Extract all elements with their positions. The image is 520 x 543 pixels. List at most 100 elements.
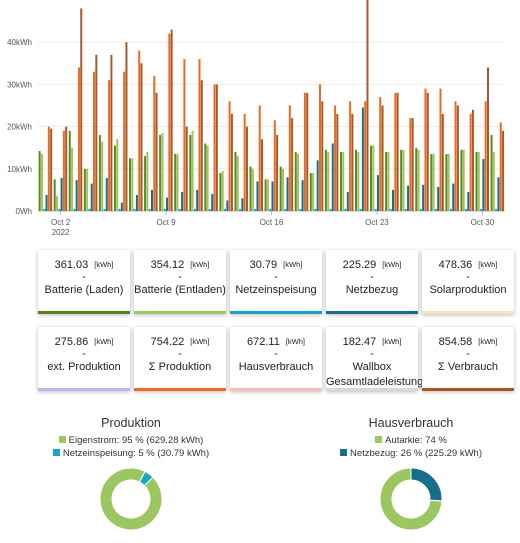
bar[interactable] (254, 208, 257, 211)
bar[interactable] (467, 192, 470, 211)
bar[interactable] (460, 149, 463, 211)
bar[interactable] (370, 145, 373, 211)
bar[interactable] (135, 194, 138, 211)
bar[interactable] (176, 154, 179, 211)
bar[interactable] (65, 126, 68, 211)
bar[interactable] (215, 84, 218, 211)
bar[interactable] (321, 101, 324, 211)
bar[interactable] (86, 168, 89, 211)
bar[interactable] (499, 122, 502, 211)
bar[interactable] (316, 160, 319, 211)
bar[interactable] (183, 59, 186, 211)
bar[interactable] (178, 208, 181, 211)
bar[interactable] (273, 120, 276, 211)
bar[interactable] (374, 208, 377, 211)
bar[interactable] (170, 29, 173, 211)
bar[interactable] (454, 101, 457, 211)
bar[interactable] (324, 149, 327, 211)
legend-item[interactable]: Netzbezug: 26 % (225.29 kWh) (291, 447, 520, 460)
legend-item[interactable]: Autarkie: 74 % (291, 434, 520, 447)
bar[interactable] (385, 151, 388, 211)
bar[interactable] (73, 208, 76, 211)
bar[interactable] (404, 208, 407, 211)
bar[interactable] (271, 181, 274, 211)
bar[interactable] (258, 105, 261, 212)
bar[interactable] (234, 151, 237, 211)
bar[interactable] (138, 50, 141, 211)
bar[interactable] (372, 145, 375, 211)
bar[interactable] (452, 183, 455, 211)
bar[interactable] (387, 151, 390, 211)
bar[interactable] (419, 208, 422, 211)
pie-slice[interactable] (379, 467, 443, 531)
bar[interactable] (331, 143, 334, 211)
bar[interactable] (314, 208, 317, 211)
bar[interactable] (140, 63, 143, 211)
bar[interactable] (198, 59, 201, 211)
bar[interactable] (288, 105, 291, 212)
bar[interactable] (146, 151, 149, 211)
bar[interactable] (336, 113, 339, 211)
bar[interactable] (264, 179, 267, 211)
bar[interactable] (125, 42, 128, 212)
bar[interactable] (166, 197, 169, 212)
bar[interactable] (402, 149, 405, 211)
bar[interactable] (480, 208, 483, 211)
bar[interactable] (381, 105, 384, 212)
bar[interactable] (120, 202, 123, 211)
bar[interactable] (357, 151, 360, 211)
bar[interactable] (329, 208, 332, 211)
bar[interactable] (447, 154, 450, 211)
bar[interactable] (62, 130, 65, 211)
bar[interactable] (415, 147, 418, 211)
bar[interactable] (441, 113, 444, 211)
bar[interactable] (243, 113, 246, 211)
bar[interactable] (456, 105, 459, 212)
bar[interactable] (359, 208, 362, 211)
bar[interactable] (98, 135, 101, 211)
bar[interactable] (400, 149, 403, 211)
bar[interactable] (484, 101, 487, 211)
bar[interactable] (77, 67, 80, 212)
bar[interactable] (113, 145, 116, 211)
bar[interactable] (88, 208, 91, 211)
bar[interactable] (309, 173, 312, 211)
bar[interactable] (346, 192, 349, 211)
bar[interactable] (174, 154, 177, 211)
bar[interactable] (101, 141, 104, 211)
bar[interactable] (344, 208, 347, 211)
pie-slice[interactable] (99, 467, 163, 531)
bar[interactable] (181, 192, 184, 211)
bar[interactable] (50, 128, 53, 211)
bar[interactable] (144, 156, 147, 211)
bar[interactable] (462, 149, 465, 211)
bar[interactable] (105, 178, 108, 211)
bar[interactable] (80, 8, 83, 211)
bar[interactable] (213, 84, 216, 211)
bar[interactable] (153, 75, 156, 212)
bar[interactable] (430, 154, 433, 211)
bar[interactable] (71, 147, 74, 211)
bar[interactable] (318, 84, 321, 211)
bar[interactable] (45, 194, 48, 211)
bar[interactable] (40, 154, 43, 211)
bar[interactable] (439, 88, 442, 211)
bar[interactable] (426, 92, 429, 211)
bar[interactable] (133, 208, 136, 211)
bar[interactable] (58, 208, 61, 211)
bar[interactable] (445, 154, 448, 211)
bar[interactable] (411, 118, 414, 211)
bar[interactable] (185, 126, 188, 211)
bar[interactable] (150, 189, 153, 211)
bar[interactable] (266, 179, 269, 211)
bar[interactable] (193, 208, 196, 211)
bar[interactable] (43, 208, 46, 211)
bar[interactable] (191, 130, 194, 211)
bar[interactable] (236, 156, 239, 211)
bar[interactable] (155, 92, 158, 211)
bar[interactable] (351, 113, 354, 211)
bar[interactable] (75, 180, 78, 211)
bar[interactable] (226, 200, 229, 211)
pie-slice[interactable] (138, 470, 154, 487)
bar[interactable] (379, 97, 382, 211)
